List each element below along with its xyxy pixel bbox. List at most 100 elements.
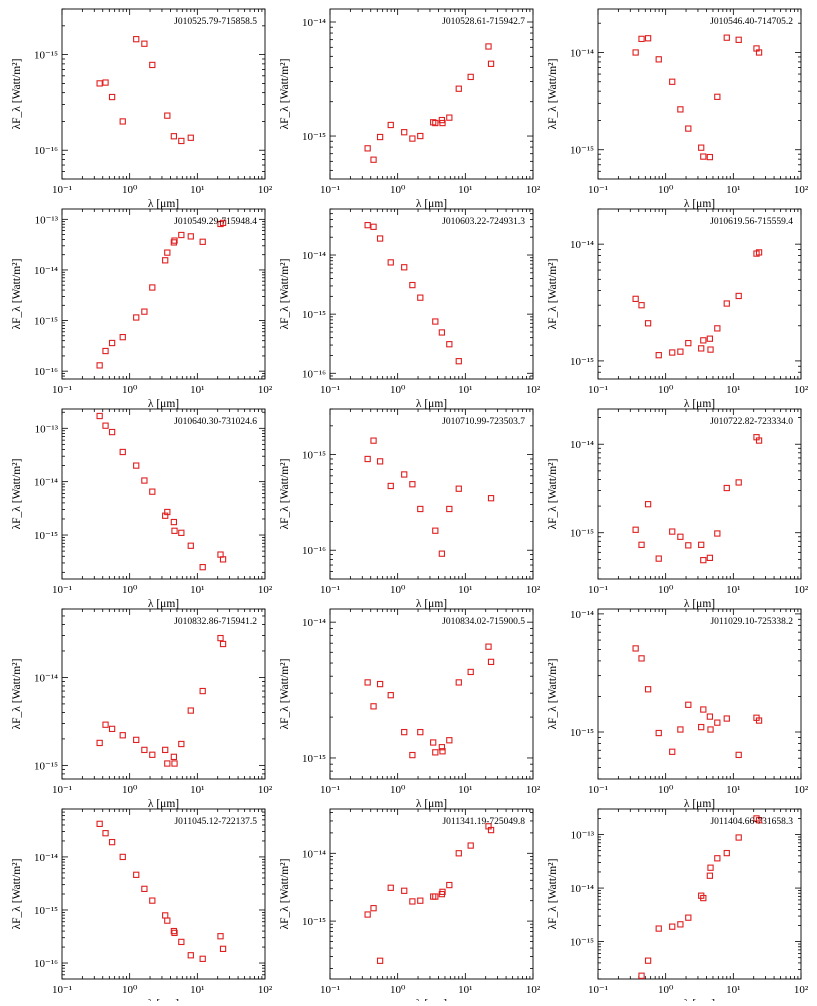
data-point bbox=[417, 728, 424, 736]
data-point bbox=[108, 725, 116, 733]
data-point bbox=[669, 528, 676, 535]
tick-label: 10⁻¹⁵ bbox=[570, 356, 594, 368]
tick-label: 10¹ bbox=[190, 584, 204, 596]
data-point bbox=[677, 348, 684, 355]
data-point bbox=[735, 751, 742, 759]
tick-label: 10⁻¹ bbox=[588, 784, 608, 796]
data-point bbox=[446, 505, 453, 513]
tick-label: 10¹ bbox=[726, 384, 740, 396]
data-point bbox=[707, 346, 714, 353]
data-point bbox=[387, 884, 394, 891]
data-point bbox=[698, 723, 705, 731]
data-point bbox=[432, 119, 439, 127]
data-point bbox=[707, 726, 714, 733]
tick-label: 10² bbox=[794, 184, 809, 196]
x-axis-label: λ [μm] bbox=[416, 398, 447, 410]
data-point bbox=[638, 655, 645, 662]
data-point bbox=[430, 739, 437, 746]
data-point bbox=[735, 36, 742, 43]
data-point bbox=[217, 634, 224, 642]
tick-label: 10² bbox=[794, 784, 809, 796]
tick-label: 10⁻¹⁵ bbox=[570, 727, 594, 739]
data-point bbox=[698, 345, 705, 352]
data-point bbox=[655, 555, 662, 562]
data-point bbox=[714, 325, 721, 332]
x-axis-label: λ [μm] bbox=[148, 598, 179, 610]
tick-label: 10⁻¹⁶ bbox=[34, 145, 58, 157]
data-point bbox=[698, 144, 705, 151]
data-point bbox=[387, 121, 394, 129]
data-point bbox=[387, 259, 394, 266]
tick-label: 10⁻¹ bbox=[320, 784, 340, 796]
tick-label: 10¹ bbox=[726, 784, 740, 796]
data-point bbox=[401, 887, 408, 894]
data-point bbox=[455, 358, 462, 365]
tick-label: 10⁻¹⁴ bbox=[34, 672, 58, 684]
data-point bbox=[439, 888, 446, 896]
data-point bbox=[714, 855, 721, 862]
data-point bbox=[376, 235, 384, 242]
data-point bbox=[723, 849, 730, 857]
data-point bbox=[119, 732, 126, 739]
tick-label: 10¹ bbox=[190, 784, 204, 796]
data-point bbox=[162, 257, 169, 264]
data-point bbox=[485, 643, 492, 650]
object-name: J010619.56-715559.4 bbox=[710, 217, 793, 227]
data-point bbox=[108, 93, 116, 101]
data-point bbox=[438, 329, 446, 336]
data-point bbox=[409, 898, 416, 905]
tick-label: 10⁻¹ bbox=[52, 984, 72, 996]
tick-label: 10⁻¹ bbox=[588, 184, 608, 196]
tick-label: 10² bbox=[794, 384, 809, 396]
data-point bbox=[439, 119, 446, 127]
plot-frame bbox=[597, 608, 802, 780]
data-point bbox=[655, 56, 662, 63]
data-point bbox=[387, 482, 394, 490]
data-point bbox=[669, 78, 676, 85]
sed-panel: 10⁻¹ 10⁰ 10¹ 10² 10⁻¹⁵ 10⁻¹⁴ J010619.56-715559… bbox=[547, 208, 809, 410]
data-point bbox=[96, 412, 103, 420]
data-point bbox=[401, 728, 408, 736]
data-point bbox=[133, 36, 140, 43]
plot-frame bbox=[61, 808, 266, 980]
data-point bbox=[376, 680, 384, 688]
data-point bbox=[700, 337, 707, 344]
sed-panel: 10⁻¹ 10⁰ 10¹ 10² 10⁻¹⁵ 10⁻¹⁴ J011029.10-725338… bbox=[547, 608, 809, 810]
data-point bbox=[706, 872, 714, 879]
data-point bbox=[170, 518, 178, 526]
data-point bbox=[96, 362, 103, 369]
data-point bbox=[199, 687, 206, 695]
data-point bbox=[217, 933, 224, 940]
data-point bbox=[714, 93, 721, 100]
y-axis-label: λF_λ [Watt/m²] bbox=[279, 259, 291, 330]
data-point bbox=[735, 479, 742, 486]
data-point bbox=[455, 679, 462, 686]
data-point bbox=[644, 686, 652, 693]
tick-label: 10⁻¹³ bbox=[35, 423, 59, 435]
tick-label: 10⁻¹ bbox=[52, 184, 72, 196]
data-point bbox=[467, 842, 474, 849]
object-name: J010722.82-723334.0 bbox=[710, 417, 793, 427]
data-point bbox=[706, 713, 714, 720]
data-point bbox=[170, 753, 178, 761]
data-point bbox=[644, 957, 652, 964]
tick-label: 10² bbox=[526, 584, 541, 596]
data-point bbox=[102, 721, 109, 728]
data-point bbox=[685, 339, 692, 347]
tick-label: 10⁰ bbox=[658, 584, 674, 596]
data-point bbox=[133, 462, 140, 469]
tick-label: 10⁻¹³ bbox=[35, 214, 59, 226]
tick-label: 10⁻¹⁵ bbox=[302, 450, 326, 462]
object-name: J010528.61-715942.7 bbox=[442, 17, 525, 27]
data-point bbox=[655, 729, 662, 737]
data-point bbox=[755, 437, 763, 444]
tick-label: 10¹ bbox=[458, 584, 472, 596]
data-point bbox=[755, 49, 763, 56]
data-point bbox=[409, 135, 416, 142]
sed-panel: 10⁻¹ 10⁰ 10¹ 10² 10⁻¹⁵ 10⁻¹⁴ J010834.02-715900… bbox=[279, 608, 541, 810]
data-point bbox=[108, 838, 116, 846]
tick-label: 10² bbox=[258, 984, 273, 996]
object-name: J010710.99-723503.7 bbox=[442, 417, 525, 427]
plot-frame bbox=[329, 608, 534, 780]
